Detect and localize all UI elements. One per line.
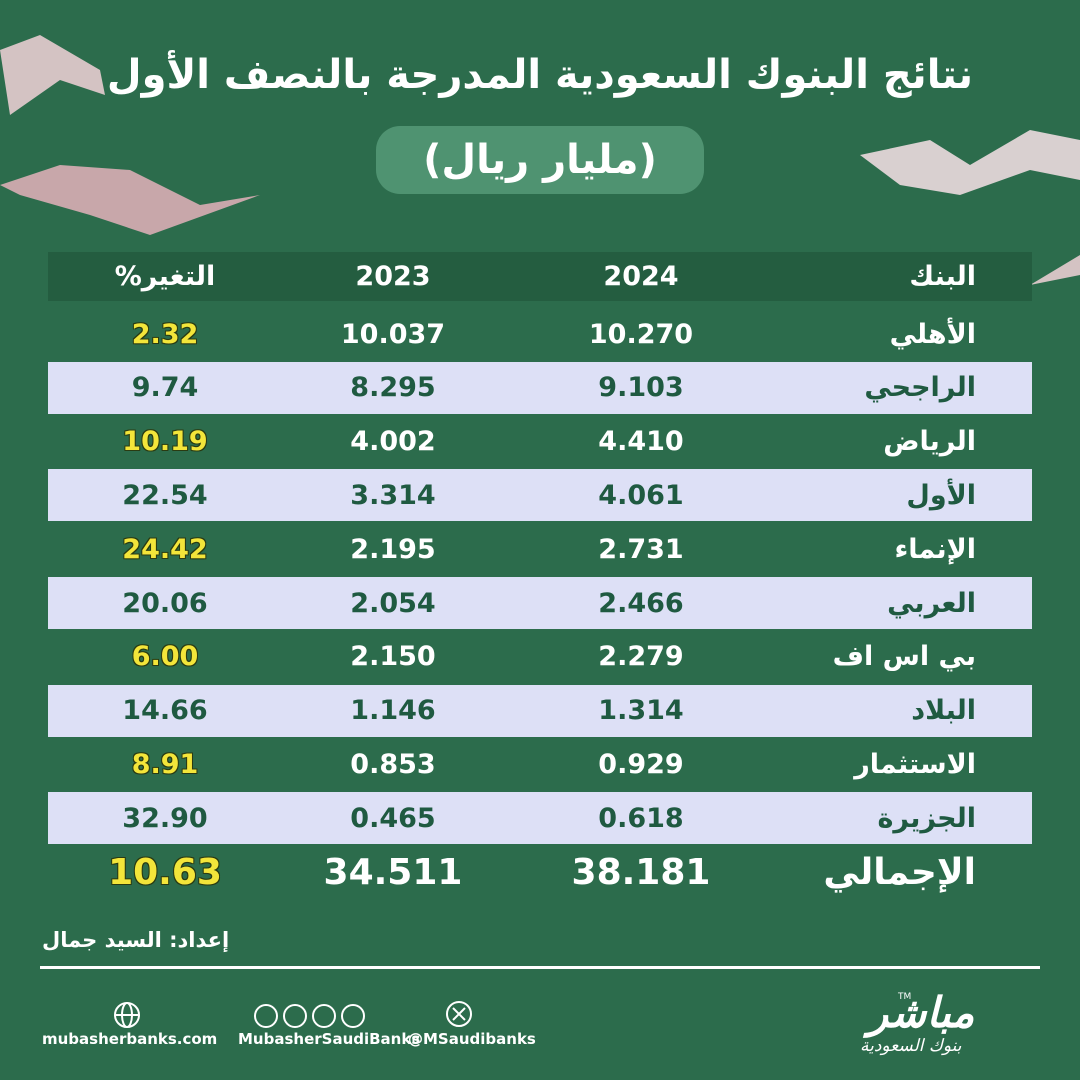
table-row: الاستثمار 0.929 0.853 8.91 xyxy=(48,738,1032,790)
results-table: البنك 2024 2023 التغير% الأهلي 10.270 10.037 2.… xyxy=(48,252,1032,893)
cell: 2.32 xyxy=(131,318,199,350)
subtitle: (مليار ريال) xyxy=(376,126,704,194)
cell: 10.63 xyxy=(108,851,222,893)
bank-name: الإنماء xyxy=(894,533,976,565)
cell: 2023 xyxy=(355,261,431,292)
cell: 10.037 xyxy=(340,318,446,350)
cell: 0.465 xyxy=(350,802,436,834)
cell: 2024 xyxy=(603,261,679,292)
bank-name: الأول xyxy=(906,479,976,511)
cell: 6.00 xyxy=(131,641,199,673)
logo-subtitle: بنوك السعودية xyxy=(860,1036,962,1056)
bank-name: بي اس اف xyxy=(832,641,976,673)
bank-name: الراجحي xyxy=(864,372,976,404)
table-row: الأهلي 10.270 10.037 2.32 xyxy=(48,308,1032,360)
cell: 14.66 xyxy=(122,695,208,727)
cell: 9.74 xyxy=(131,372,199,404)
table-row: الإنماء 2.731 2.195 24.42 xyxy=(48,523,1032,575)
cell: 8.295 xyxy=(350,372,436,404)
logo-name: مباشر xyxy=(868,988,975,1037)
logo-tm: TM xyxy=(898,992,912,1002)
cell: 4.410 xyxy=(598,426,684,458)
bank-name: الأهلي xyxy=(889,318,976,350)
cell: 2.150 xyxy=(350,641,436,673)
social-handle: @MSaudibanks xyxy=(408,1030,536,1048)
table-row: الراجحي 9.103 8.295 9.74 xyxy=(48,361,1032,414)
cell: 10.270 xyxy=(588,318,694,350)
cell: 4.061 xyxy=(598,479,684,511)
cell: 2.466 xyxy=(598,587,684,619)
social-icons xyxy=(114,1001,472,1028)
website: mubasherbanks.com xyxy=(42,1030,218,1048)
bank-name: الإجمالي xyxy=(823,851,976,893)
banknote xyxy=(0,35,105,115)
banknote xyxy=(1030,255,1080,285)
table-row: الجزيرة 0.618 0.465 32.90 xyxy=(48,792,1032,845)
table-row: الرياض 4.410 4.002 10.19 xyxy=(48,416,1032,468)
header-row: البنك 2024 2023 التغير% xyxy=(48,252,1032,301)
cell: 22.54 xyxy=(122,479,208,511)
cell: 2.195 xyxy=(350,533,436,565)
bank-name: العربي xyxy=(887,587,976,619)
cell: 24.42 xyxy=(122,533,208,565)
table-row: الأول 4.061 3.314 22.54 xyxy=(48,469,1032,522)
cell: 2.054 xyxy=(350,587,436,619)
cell: 10.19 xyxy=(122,426,208,458)
bank-name: الاستثمار xyxy=(854,748,976,780)
cell: 3.314 xyxy=(350,479,436,511)
table-row: العربي 2.466 2.054 20.06 xyxy=(48,577,1032,629)
cell: التغير% xyxy=(114,261,216,292)
cell: 0.853 xyxy=(350,748,436,780)
cell: 0.929 xyxy=(598,748,684,780)
title: نتائج البنوك السعودية المدرجة بالنصف الأ… xyxy=(106,52,974,98)
banknote xyxy=(0,165,260,235)
cell: 8.91 xyxy=(131,748,199,780)
table-row: البلاد 1.314 1.146 14.66 xyxy=(48,684,1032,737)
bank-name: الرياض xyxy=(883,426,976,458)
table-row: بي اس اف 2.279 2.150 6.00 xyxy=(48,631,1032,683)
social-name: MubasherSaudiBanks xyxy=(238,1030,421,1048)
total-row: الإجمالي 38.181 34.511 10.63 xyxy=(48,846,1032,898)
bank-name: البنك xyxy=(909,261,976,292)
credit: إعداد: السيد جمال xyxy=(42,928,230,952)
bank-name: البلاد xyxy=(911,695,976,727)
cell: 2.279 xyxy=(598,641,684,673)
cell: 4.002 xyxy=(350,426,436,458)
divider xyxy=(40,966,1040,969)
cell: 20.06 xyxy=(122,587,208,619)
cell: 1.314 xyxy=(598,695,684,727)
cell: 34.511 xyxy=(323,851,463,893)
cell: 1.146 xyxy=(350,695,436,727)
cell: 2.731 xyxy=(598,533,684,565)
bank-name: الجزيرة xyxy=(877,802,976,834)
cell: 38.181 xyxy=(571,851,711,893)
cell: 32.90 xyxy=(122,802,208,834)
cell: 9.103 xyxy=(598,372,684,404)
banknote xyxy=(860,130,1080,195)
cell: 0.618 xyxy=(598,802,684,834)
